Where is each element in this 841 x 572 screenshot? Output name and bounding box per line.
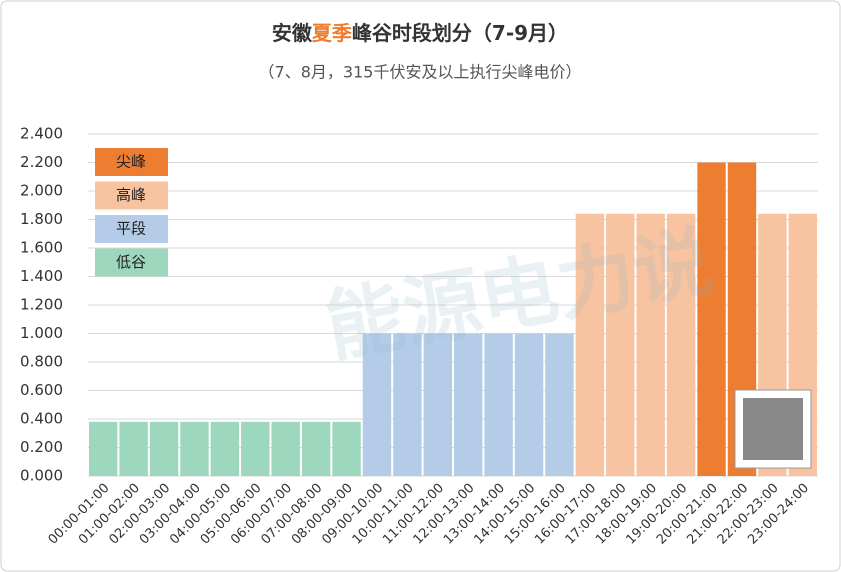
qr-pattern (743, 398, 803, 460)
bar (636, 213, 665, 477)
bar (362, 333, 392, 476)
bar (697, 162, 726, 476)
legend-swatch (95, 148, 168, 176)
title-part: 安徽 (272, 21, 313, 45)
bar (271, 421, 300, 476)
bar (301, 421, 331, 476)
bar (393, 333, 422, 476)
bar (606, 213, 635, 477)
y-tick-label: 1.400 (20, 267, 63, 285)
y-tick-label: 1.800 (20, 210, 63, 228)
legend-swatch (95, 215, 168, 243)
bar (241, 421, 270, 476)
chart-title: 安徽夏季峰谷时段划分（7-9月） (272, 21, 568, 45)
bar (575, 213, 605, 477)
y-tick-label: 0.800 (20, 353, 63, 371)
legend-swatch (95, 181, 168, 210)
legend-label: 高峰 (116, 186, 146, 204)
y-tick-label: 2.000 (20, 182, 63, 200)
y-tick-label: 2.200 (20, 153, 63, 171)
bar (210, 421, 240, 476)
bar (454, 333, 483, 476)
bar (89, 421, 118, 476)
bar (180, 421, 209, 476)
bar (332, 421, 361, 476)
title-highlight: 夏季 (312, 21, 352, 45)
y-tick-label: 0.600 (20, 381, 63, 399)
y-tick-label: 1.200 (20, 296, 63, 314)
y-tick-label: 0.200 (20, 438, 63, 456)
legend-label: 平段 (116, 220, 146, 238)
y-tick-label: 0.000 (20, 467, 63, 485)
legend-label: 尖峰 (116, 153, 146, 171)
y-tick-label: 0.400 (20, 410, 63, 428)
bar (666, 213, 696, 477)
y-tick-label: 1.000 (20, 324, 63, 342)
title-part: 峰谷时段划分（7-9月） (352, 21, 568, 45)
bar (119, 421, 148, 476)
bar (423, 333, 452, 476)
bar (545, 333, 574, 476)
bar (149, 421, 179, 476)
y-tick-label: 2.400 (20, 125, 63, 143)
legend-label: 低谷 (116, 253, 146, 271)
bar (514, 333, 544, 476)
y-tick-label: 1.600 (20, 239, 63, 257)
legend-swatch (95, 248, 168, 277)
chart-subtitle: （7、8月，315千伏安及以上执行尖峰电价） (259, 63, 582, 82)
bar (484, 333, 513, 476)
